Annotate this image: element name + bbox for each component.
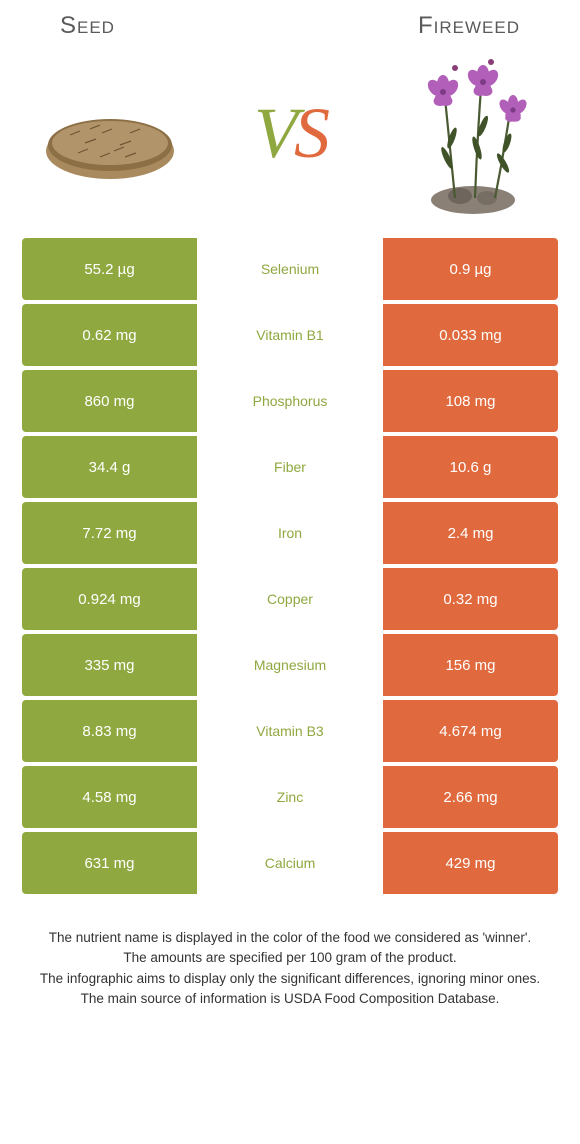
right-value: 4.674 mg	[383, 700, 558, 762]
nutrient-label: Calcium	[197, 832, 383, 894]
left-value: 0.924 mg	[22, 568, 197, 630]
nutrient-label: Selenium	[197, 238, 383, 300]
right-value: 2.66 mg	[383, 766, 558, 828]
left-value: 631 mg	[22, 832, 197, 894]
nutrient-label: Fiber	[197, 436, 383, 498]
left-value: 335 mg	[22, 634, 197, 696]
nutrient-row: 55.2 µgSelenium0.9 µg	[22, 238, 558, 300]
nutrient-label: Magnesium	[197, 634, 383, 696]
right-value: 0.9 µg	[383, 238, 558, 300]
right-value: 0.033 mg	[383, 304, 558, 366]
nutrient-label: Copper	[197, 568, 383, 630]
right-food-title: Fireweed	[418, 12, 520, 40]
footer-line: The main source of information is USDA F…	[28, 989, 552, 1009]
hero-row: VS	[0, 48, 580, 228]
right-value: 156 mg	[383, 634, 558, 696]
fireweed-image	[390, 53, 550, 213]
nutrient-row: 7.72 mgIron2.4 mg	[22, 502, 558, 564]
nutrient-row: 0.924 mgCopper0.32 mg	[22, 568, 558, 630]
left-value: 4.58 mg	[22, 766, 197, 828]
nutrient-row: 631 mgCalcium429 mg	[22, 832, 558, 894]
vs-s: S	[294, 93, 326, 173]
nutrient-row: 8.83 mgVitamin B34.674 mg	[22, 700, 558, 762]
footer-line: The infographic aims to display only the…	[28, 969, 552, 989]
nutrient-row: 0.62 mgVitamin B10.033 mg	[22, 304, 558, 366]
header: Seed Fireweed	[0, 0, 580, 48]
footer-line: The amounts are specified per 100 gram o…	[28, 948, 552, 968]
left-value: 7.72 mg	[22, 502, 197, 564]
nutrient-row: 34.4 gFiber10.6 g	[22, 436, 558, 498]
nutrient-label: Iron	[197, 502, 383, 564]
right-value: 0.32 mg	[383, 568, 558, 630]
nutrient-label: Vitamin B3	[197, 700, 383, 762]
footer-notes: The nutrient name is displayed in the co…	[0, 898, 580, 1009]
nutrient-row: 4.58 mgZinc2.66 mg	[22, 766, 558, 828]
nutrient-label: Zinc	[197, 766, 383, 828]
right-value: 10.6 g	[383, 436, 558, 498]
footer-line: The nutrient name is displayed in the co…	[28, 928, 552, 948]
left-value: 34.4 g	[22, 436, 197, 498]
right-value: 108 mg	[383, 370, 558, 432]
right-value: 2.4 mg	[383, 502, 558, 564]
nutrient-row: 335 mgMagnesium156 mg	[22, 634, 558, 696]
seed-image	[30, 53, 190, 213]
left-value: 0.62 mg	[22, 304, 197, 366]
left-value: 55.2 µg	[22, 238, 197, 300]
nutrient-label: Phosphorus	[197, 370, 383, 432]
nutrient-row: 860 mgPhosphorus108 mg	[22, 370, 558, 432]
nutrient-label: Vitamin B1	[197, 304, 383, 366]
vs-v: V	[254, 93, 294, 173]
left-value: 860 mg	[22, 370, 197, 432]
nutrient-table: 55.2 µgSelenium0.9 µg0.62 mgVitamin B10.…	[0, 228, 580, 894]
left-food-title: Seed	[60, 12, 115, 40]
vs-label: VS	[254, 92, 326, 175]
left-value: 8.83 mg	[22, 700, 197, 762]
right-value: 429 mg	[383, 832, 558, 894]
